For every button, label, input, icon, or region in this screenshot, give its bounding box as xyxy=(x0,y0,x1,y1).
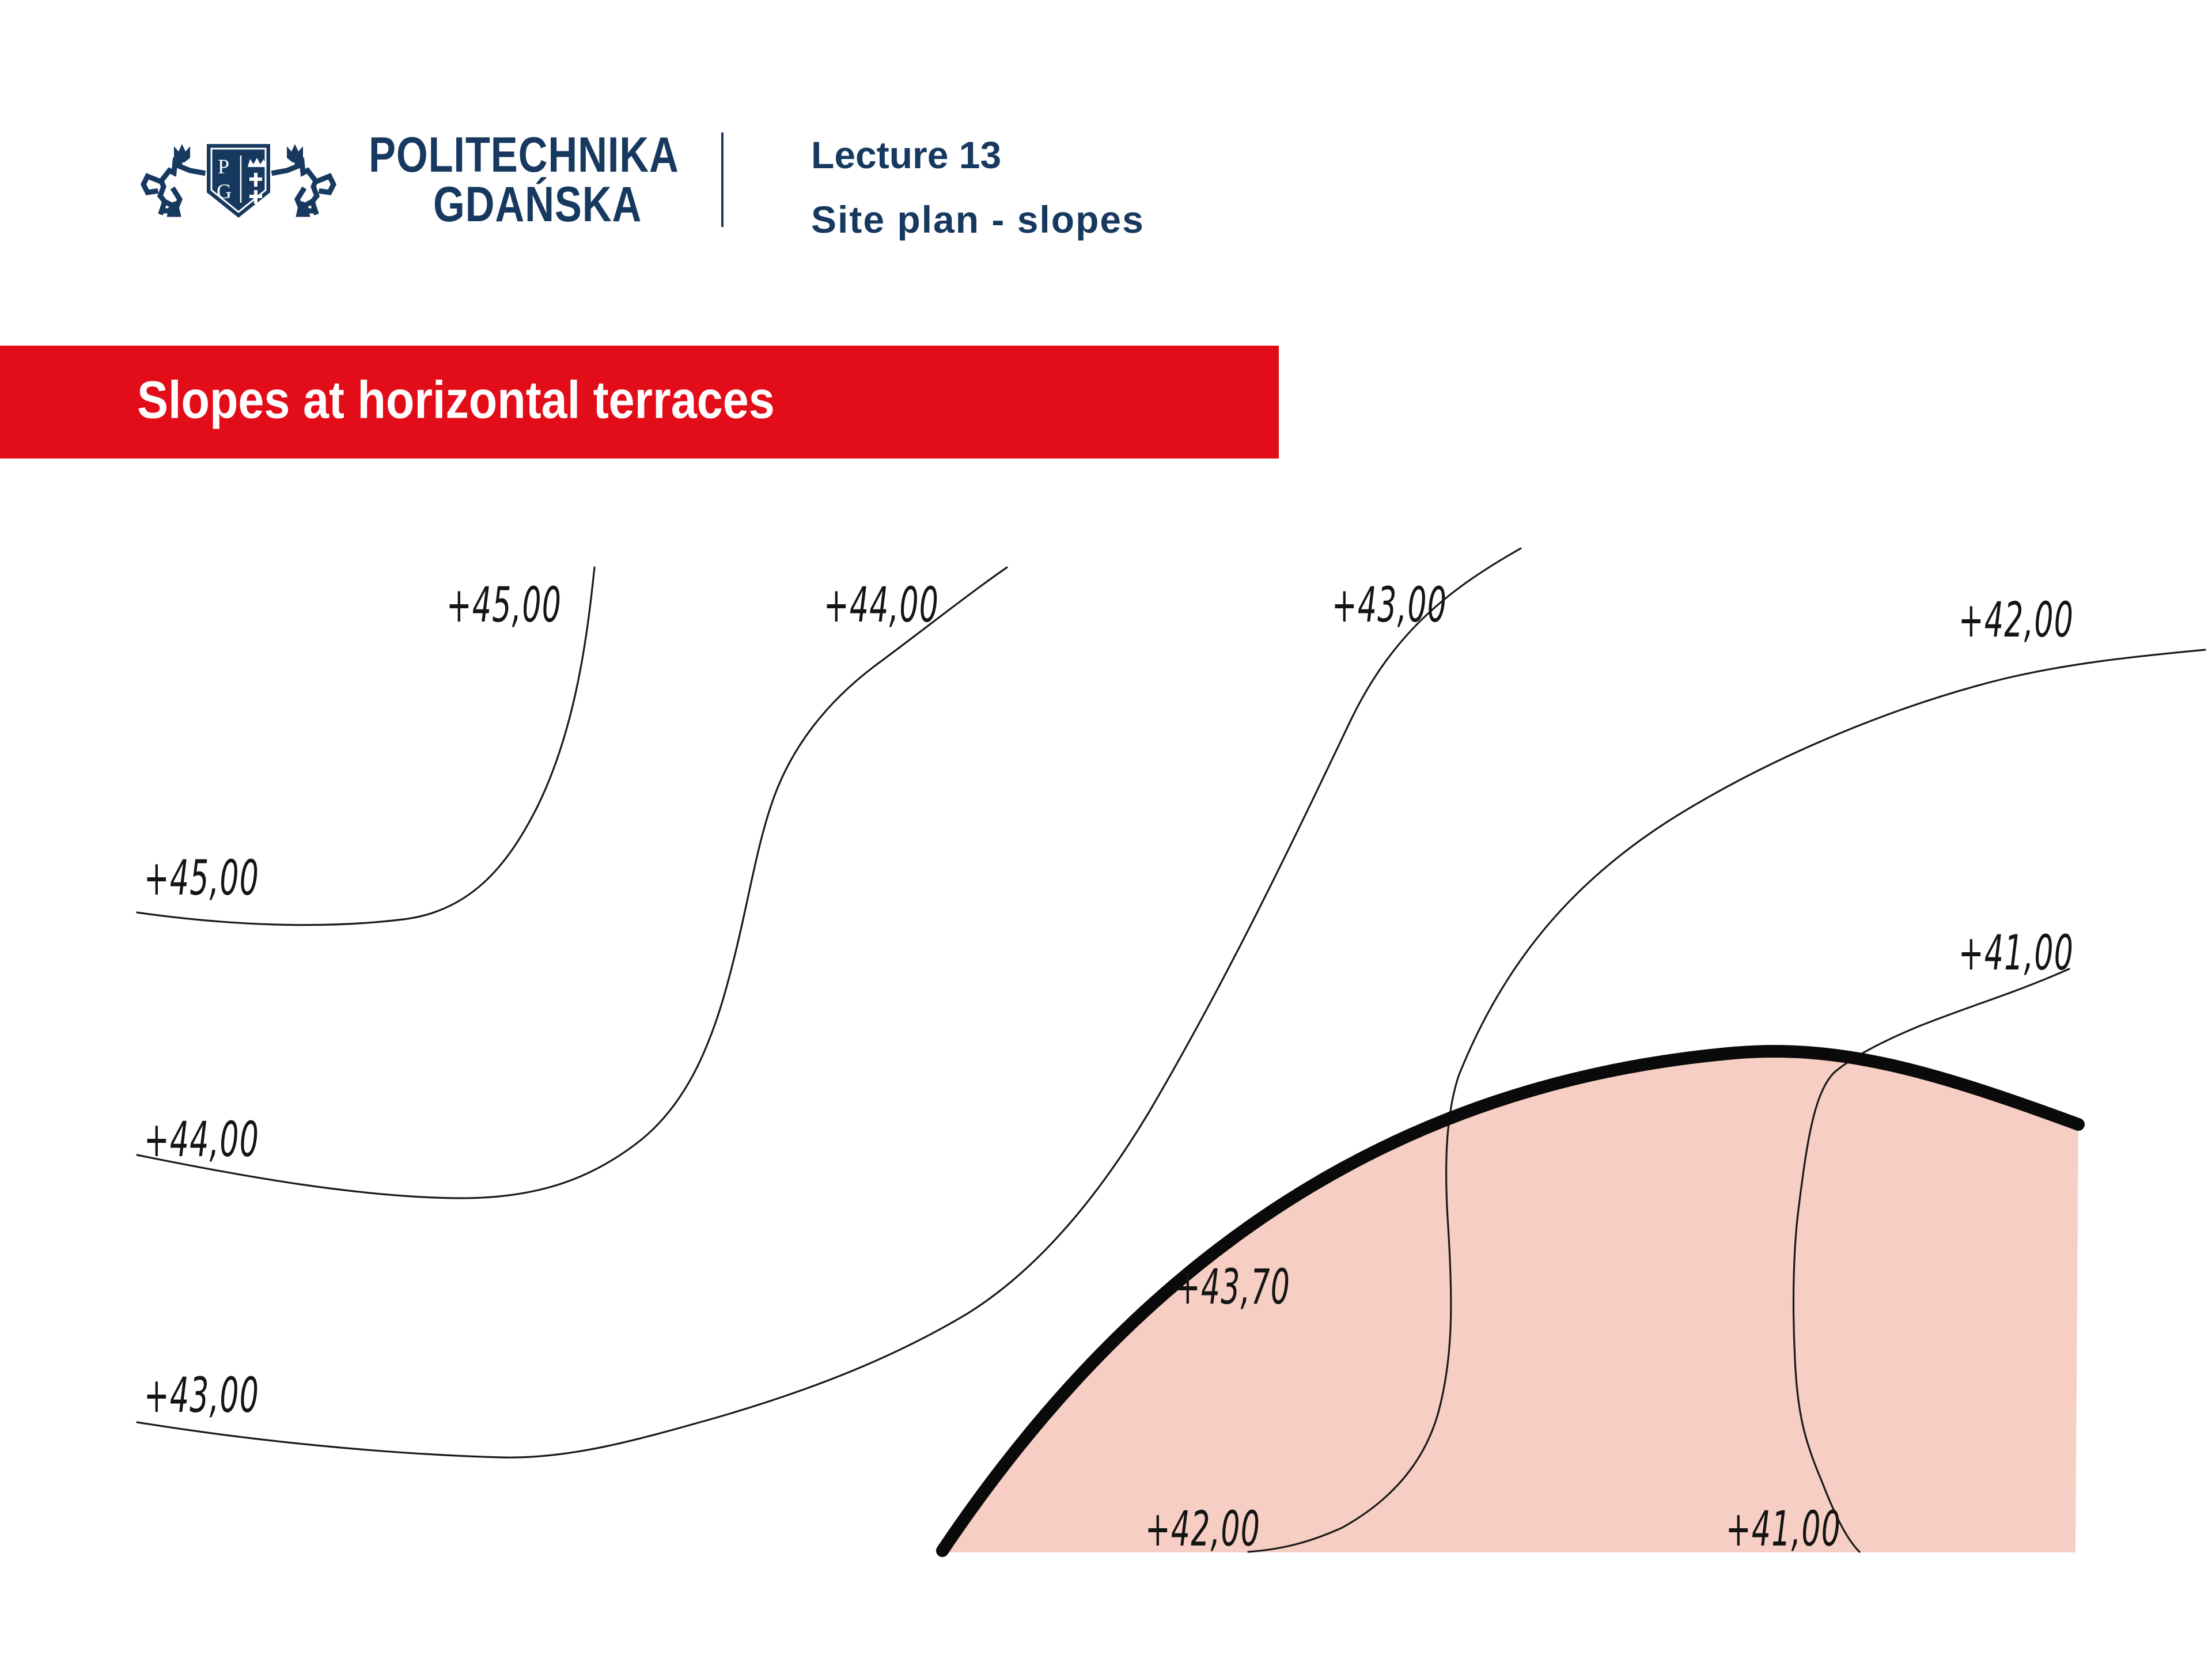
contour-label-45-top: +45,00 xyxy=(446,577,562,633)
cross-icon xyxy=(249,190,262,204)
contour-label-42-bottom: +42,00 xyxy=(1145,1501,1261,1557)
contour-label-43-left: +43,00 xyxy=(144,1367,260,1423)
banner-title: Slopes at horizontal terraces xyxy=(137,370,775,430)
contour-label-42-top-right: +42,00 xyxy=(1959,592,2074,648)
university-name-line2: GDAŃSKA xyxy=(433,177,642,232)
title-banner: Slopes at horizontal terraces xyxy=(0,346,1279,459)
contour-label-41-bottom: +41,00 xyxy=(1726,1501,1842,1557)
contour-label-44-top: +44,00 xyxy=(824,577,940,633)
lecture-title: Lecture 13 xyxy=(811,134,1002,176)
pg-shield-icon: P G xyxy=(207,144,270,218)
crown-icon xyxy=(248,158,266,167)
contour-label-43-top: +43,00 xyxy=(1332,577,1448,633)
contour-label-44-left: +44,00 xyxy=(144,1111,260,1168)
university-name-line1: POLITECHNIKA xyxy=(369,127,679,183)
header-divider xyxy=(721,132,724,227)
contour-label-45-left: +45,00 xyxy=(144,850,260,906)
lion-right-icon xyxy=(271,144,337,217)
lecture-subtitle: Site plan - slopes xyxy=(811,198,1145,241)
cross-icon xyxy=(249,173,262,187)
shield-letter-p: P xyxy=(218,155,229,178)
contour-line-43 xyxy=(136,547,1522,1459)
terrace-boundary-arc xyxy=(936,1045,2085,1557)
terrace-spot-elevation: +43,70 xyxy=(1175,1259,1291,1315)
pg-logo: P G xyxy=(140,144,337,218)
lion-left-icon xyxy=(140,144,206,217)
contour-line-41 xyxy=(1792,968,2070,1553)
contour-label-41-right: +41,00 xyxy=(1959,925,2074,981)
terrace-area xyxy=(942,1051,2078,1552)
shield-letter-g: G xyxy=(217,180,232,203)
contour-line-44 xyxy=(136,566,1008,1199)
contour-line-42 xyxy=(1247,649,2206,1553)
contour-line-45 xyxy=(136,566,596,926)
